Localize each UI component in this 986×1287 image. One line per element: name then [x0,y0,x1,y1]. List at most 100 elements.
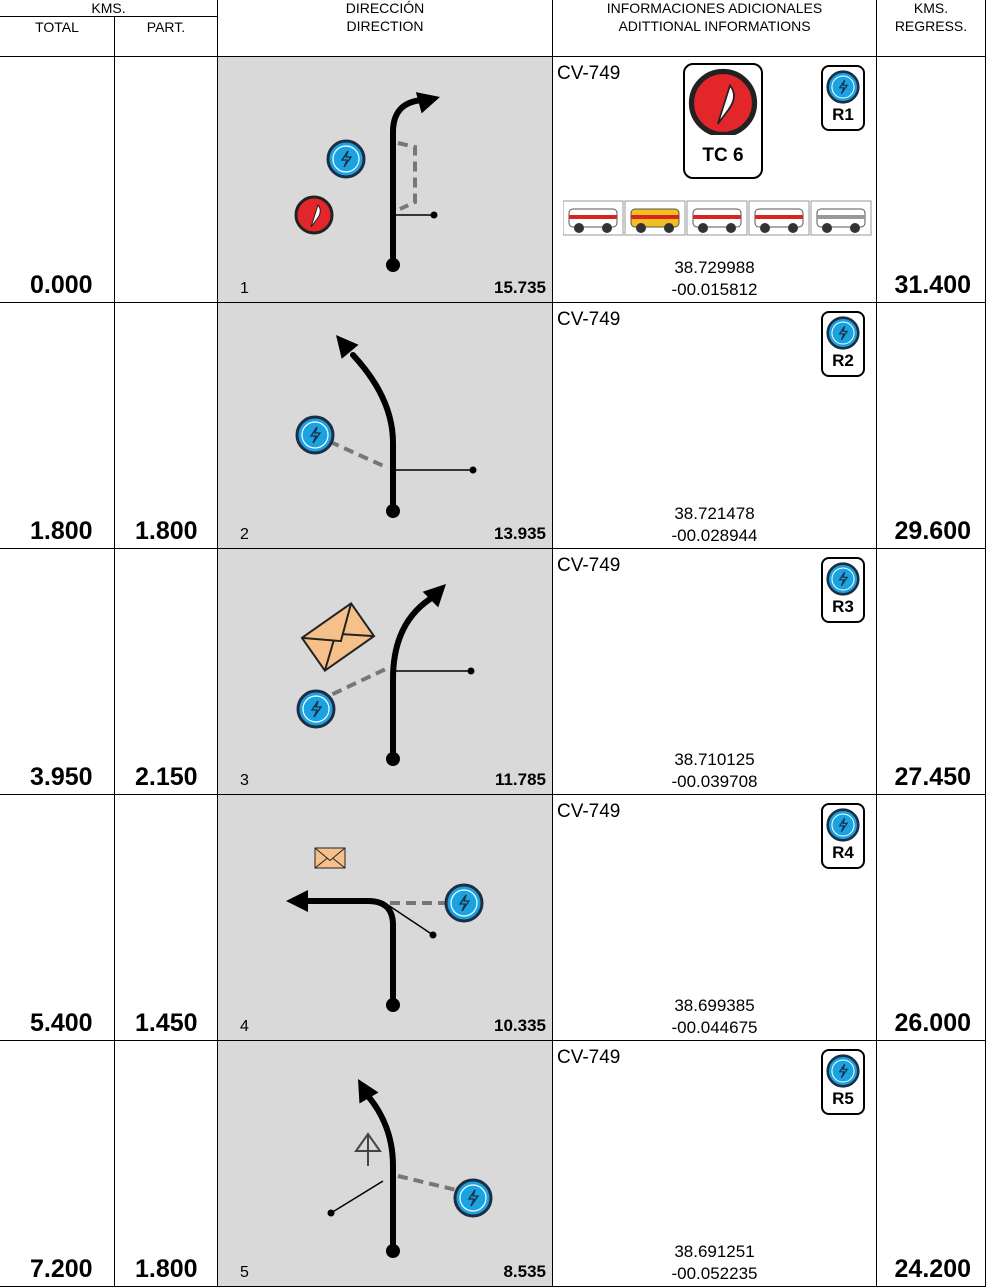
header-text: REGRESS. [894,18,968,34]
header-text: DIRECCIÓN [345,0,425,16]
regress-km: 29.600 [894,517,971,545]
total-cell: 3.950 [0,549,115,795]
road-name: CV-749 [557,555,621,576]
vehicle-strip [563,200,872,236]
info-cell: CV-749 38.691251 -00.052235 R5 [553,1041,877,1287]
direction-cell: 2 13.935 [218,303,553,549]
regress-km: 27.450 [894,763,971,791]
regress-km: 26.000 [894,1009,971,1037]
control-label: TC 6 [702,145,744,166]
header-text: KMS. [913,0,949,16]
direction-cell: 4 10.335 [218,795,553,1041]
header-text: DIRECTION [346,18,424,34]
tulip-diagram [296,584,475,766]
header-text: TOTAL [35,19,79,35]
header-cell: DIRECCIÓN DIRECTION [218,0,553,57]
regress-cell: 27.450 [877,549,986,795]
tulip-diagram [286,847,484,1012]
regress-km: 24.200 [894,1255,971,1283]
latitude: 38.710125 [674,750,755,769]
longitude: -00.044675 [671,1018,758,1037]
info-cell: CV-749 38.710125 -00.039708 R3 [553,549,877,795]
remaining-km: 13.935 [494,524,546,543]
road-name: CV-749 [557,801,621,822]
speed-icon [826,70,860,104]
speed-icon [826,316,860,350]
radar-label: R1 [832,105,854,124]
road-name: CV-749 [557,309,621,330]
info-cell: CV-749 38.699385 -00.044675 R4 [553,795,877,1041]
part-km: 1.800 [135,1255,198,1283]
header-cell: PART. [115,17,218,57]
latitude: 38.699385 [674,996,755,1015]
tulip-diagram [327,1079,493,1258]
control-panel: TC 6 [683,63,763,179]
remaining-km: 11.785 [494,770,546,789]
total-km: 0.000 [30,271,93,299]
part-cell: 2.150 [115,549,218,795]
header-cell: INFORMACIONES ADICIONALES ADITTIONAL INFO… [553,0,877,57]
direction-cell: 3 11.785 [218,549,553,795]
remaining-km: 15.735 [494,278,546,297]
regress-cell: 26.000 [877,795,986,1041]
speed-icon [826,1054,860,1088]
longitude: -00.052235 [671,1264,758,1283]
road-name: CV-749 [557,1047,621,1068]
part-cell: 1.800 [115,303,218,549]
radar-badge: R5 [821,1049,865,1115]
header-text: ADITTIONAL INFORMATIONS [618,18,811,34]
box-number: 5 [240,1264,249,1281]
radar-label: R4 [832,843,854,862]
total-cell: 0.000 [0,57,115,303]
latitude: 38.721478 [674,504,755,523]
control-icon [688,68,758,135]
part-cell: 1.450 [115,795,218,1041]
header-cell: KMS. [0,0,218,17]
total-cell: 7.200 [0,1041,115,1287]
regress-cell: 29.600 [877,303,986,549]
info-cell: CV-749 38.721478 -00.028944 R2 [553,303,877,549]
tulip-diagram [295,335,477,518]
box-number: 3 [240,772,249,789]
radar-label: R2 [832,351,854,370]
regress-cell: 24.200 [877,1041,986,1287]
longitude: -00.015812 [671,280,758,299]
total-km: 5.400 [30,1009,93,1037]
longitude: -00.039708 [671,772,758,791]
header-text: INFORMACIONES ADICIONALES [606,0,823,16]
remaining-km: 10.335 [494,1016,546,1035]
radar-badge: R4 [821,803,865,869]
road-name: CV-749 [557,63,621,84]
direction-cell: 1 15.735 [218,57,553,303]
header-cell: TOTAL [0,17,115,57]
total-km: 3.950 [30,763,93,791]
header-text: KMS. [91,0,126,16]
part-km: 1.800 [135,517,198,545]
box-number: 2 [240,526,249,543]
part-km: 1.450 [135,1009,198,1037]
latitude: 38.691251 [674,1242,755,1261]
box-number: 4 [240,1018,249,1035]
direction-cell: 5 8.535 [218,1041,553,1287]
regress-km: 31.400 [894,271,971,299]
info-cell: CV-749 38.729988 -00.015812 R1 TC 6 [553,57,877,303]
radar-label: R5 [832,1089,854,1108]
speed-icon [826,808,860,842]
header-cell: KMS. REGRESS. [877,0,986,57]
part-cell [115,57,218,303]
part-km: 2.150 [135,763,198,791]
regress-cell: 31.400 [877,57,986,303]
total-cell: 5.400 [0,795,115,1041]
speed-icon [826,562,860,596]
total-km: 1.800 [30,517,93,545]
total-km: 7.200 [30,1255,93,1283]
radar-badge: R3 [821,557,865,623]
total-cell: 1.800 [0,303,115,549]
longitude: -00.028944 [671,526,758,545]
radar-badge: R1 [821,65,865,131]
box-number: 1 [240,280,249,297]
radar-label: R3 [832,597,854,616]
part-cell: 1.800 [115,1041,218,1287]
tulip-diagram [294,92,440,272]
